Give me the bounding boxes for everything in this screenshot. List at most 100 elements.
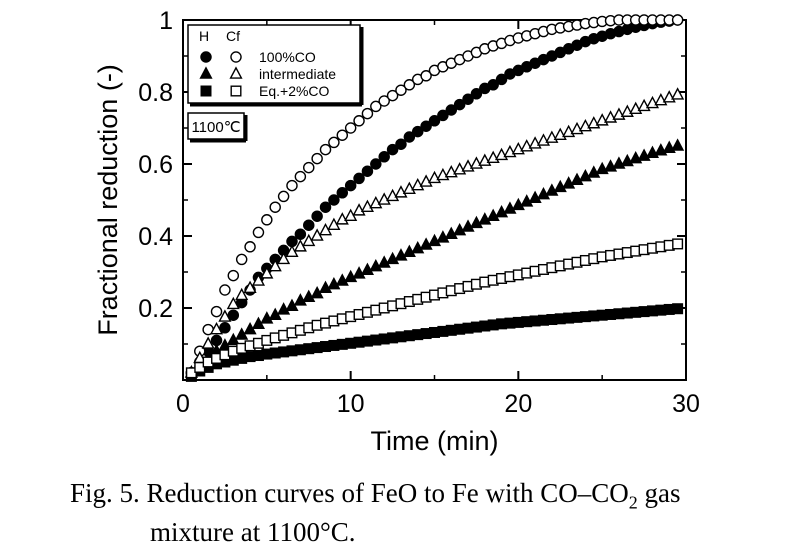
data-point — [328, 194, 340, 206]
legend-marker-filled — [200, 51, 212, 63]
data-point — [419, 237, 433, 250]
data-point — [386, 89, 399, 102]
y-tick-label: 0.8 — [138, 79, 173, 107]
data-point — [671, 87, 685, 100]
data-point — [277, 251, 291, 265]
data-point — [311, 210, 323, 222]
data-point — [377, 255, 391, 268]
data-point — [445, 104, 458, 116]
legend-header-h: H — [199, 28, 209, 44]
data-point — [344, 122, 357, 134]
legend-marker-filled — [200, 85, 212, 97]
data-point — [260, 311, 274, 324]
data-point — [462, 93, 474, 105]
legend-marker-open — [230, 51, 242, 63]
data-point — [361, 165, 374, 177]
data-point — [487, 79, 499, 91]
data-point — [478, 212, 492, 225]
legend-marker-filled — [199, 66, 213, 79]
y-tick-label: 0.4 — [138, 223, 173, 251]
data-point — [319, 143, 332, 156]
data-point — [377, 192, 391, 205]
data-point — [327, 276, 341, 290]
data-point — [268, 258, 282, 272]
data-point — [269, 201, 281, 213]
data-point — [344, 269, 358, 283]
data-point — [210, 305, 223, 318]
data-point — [403, 131, 416, 143]
legend-marker-open — [229, 66, 243, 79]
data-point — [294, 228, 307, 240]
caption-line-1-text: Fig. 5. Reduction curves of FeO to Fe wi… — [70, 478, 629, 508]
caption-line-1: Fig. 5. Reduction curves of FeO to Fe wi… — [70, 478, 780, 517]
data-point — [353, 172, 365, 185]
data-point — [495, 204, 509, 218]
data-point — [235, 253, 248, 266]
data-point — [318, 280, 333, 293]
x-tick-label: 30 — [672, 390, 700, 418]
data-point — [369, 195, 383, 209]
data-point — [361, 107, 374, 120]
data-point — [402, 244, 416, 257]
data-point — [302, 289, 316, 302]
data-point — [261, 214, 273, 226]
data-point — [378, 151, 390, 163]
data-point — [353, 115, 365, 127]
data-point — [227, 309, 240, 321]
series-5 — [185, 238, 684, 379]
data-point — [469, 215, 483, 229]
data-point — [545, 183, 559, 196]
data-point — [218, 309, 232, 322]
y-axis-label: Fractional reduction (-) — [93, 64, 123, 336]
data-point — [360, 199, 374, 212]
data-point — [520, 194, 534, 207]
data-point — [352, 203, 366, 216]
data-point — [503, 201, 517, 214]
data-point — [277, 190, 290, 203]
data-point — [277, 302, 291, 315]
data-point — [419, 174, 433, 187]
y-tick-label: 0.6 — [138, 151, 173, 179]
figure-caption: Fig. 5. Reduction curves of FeO to Fe wi… — [70, 478, 780, 547]
data-point — [386, 251, 400, 265]
data-point — [219, 284, 231, 296]
data-point — [335, 212, 349, 225]
data-point — [562, 176, 576, 189]
data-point — [495, 73, 508, 86]
data-point — [570, 172, 584, 185]
data-point — [453, 222, 467, 236]
data-point — [394, 185, 408, 198]
data-point — [394, 248, 408, 261]
legend-label: intermediate — [259, 66, 336, 82]
data-point — [403, 79, 416, 91]
data-point — [672, 238, 684, 250]
data-point — [336, 129, 349, 141]
data-point — [427, 233, 442, 247]
data-point — [528, 190, 542, 203]
data-point — [386, 143, 399, 156]
data-point — [319, 201, 332, 213]
data-point — [536, 186, 551, 200]
data-point — [672, 303, 684, 315]
legend-box — [187, 24, 361, 104]
data-point — [311, 152, 323, 165]
data-point — [378, 95, 390, 107]
data-point — [243, 280, 257, 293]
data-point — [293, 293, 307, 306]
data-point — [437, 109, 449, 122]
data-point — [370, 158, 382, 170]
data-point — [369, 258, 383, 272]
data-point — [303, 219, 315, 231]
temperature-box — [187, 112, 245, 140]
data-point — [402, 181, 416, 194]
data-point — [444, 226, 458, 239]
caption-line-1-suffix: gas — [637, 478, 681, 508]
data-point — [252, 226, 265, 239]
data-point — [411, 240, 425, 254]
legend-label: 100%CO — [259, 49, 316, 65]
x-tick-label: 0 — [176, 390, 190, 418]
y-tick-label: 0.2 — [138, 295, 173, 323]
data-point — [303, 161, 315, 174]
data-point — [219, 322, 231, 334]
caption-subscript: 2 — [628, 492, 638, 513]
